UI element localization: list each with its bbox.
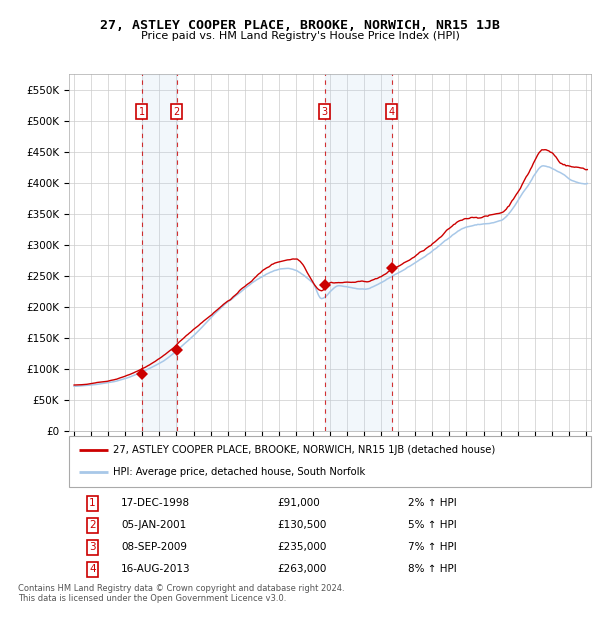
Bar [325,74,392,431]
Text: HPI: Average price, detached house, South Norfolk: HPI: Average price, detached house, Sout… [113,467,365,477]
Text: Contains HM Land Registry data © Crown copyright and database right 2024.: Contains HM Land Registry data © Crown c… [18,584,344,593]
Text: This data is licensed under the Open Government Licence v3.0.: This data is licensed under the Open Gov… [18,594,286,603]
Text: Price paid vs. HM Land Registry's House Price Index (HPI): Price paid vs. HM Land Registry's House … [140,31,460,41]
Text: 2% ↑ HPI: 2% ↑ HPI [409,498,457,508]
Text: 1: 1 [139,107,145,117]
Text: 3: 3 [322,107,328,117]
Text: 27, ASTLEY COOPER PLACE, BROOKE, NORWICH, NR15 1JB: 27, ASTLEY COOPER PLACE, BROOKE, NORWICH… [100,19,500,32]
Text: 7% ↑ HPI: 7% ↑ HPI [409,542,457,552]
Text: 08-SEP-2009: 08-SEP-2009 [121,542,187,552]
Text: 16-AUG-2013: 16-AUG-2013 [121,564,191,574]
Text: 4: 4 [89,564,96,574]
Text: 05-JAN-2001: 05-JAN-2001 [121,520,187,530]
Text: £263,000: £263,000 [278,564,327,574]
Text: £91,000: £91,000 [278,498,320,508]
Text: £235,000: £235,000 [278,542,327,552]
Text: 4: 4 [389,107,395,117]
Text: 17-DEC-1998: 17-DEC-1998 [121,498,190,508]
Text: 1: 1 [89,498,96,508]
Text: 27, ASTLEY COOPER PLACE, BROOKE, NORWICH, NR15 1JB (detached house): 27, ASTLEY COOPER PLACE, BROOKE, NORWICH… [113,445,496,455]
Text: 2: 2 [173,107,180,117]
Text: 3: 3 [89,542,96,552]
Bar [142,74,177,431]
Text: 8% ↑ HPI: 8% ↑ HPI [409,564,457,574]
FancyBboxPatch shape [69,436,591,487]
Text: £130,500: £130,500 [278,520,327,530]
Text: 5% ↑ HPI: 5% ↑ HPI [409,520,457,530]
Text: 2: 2 [89,520,96,530]
